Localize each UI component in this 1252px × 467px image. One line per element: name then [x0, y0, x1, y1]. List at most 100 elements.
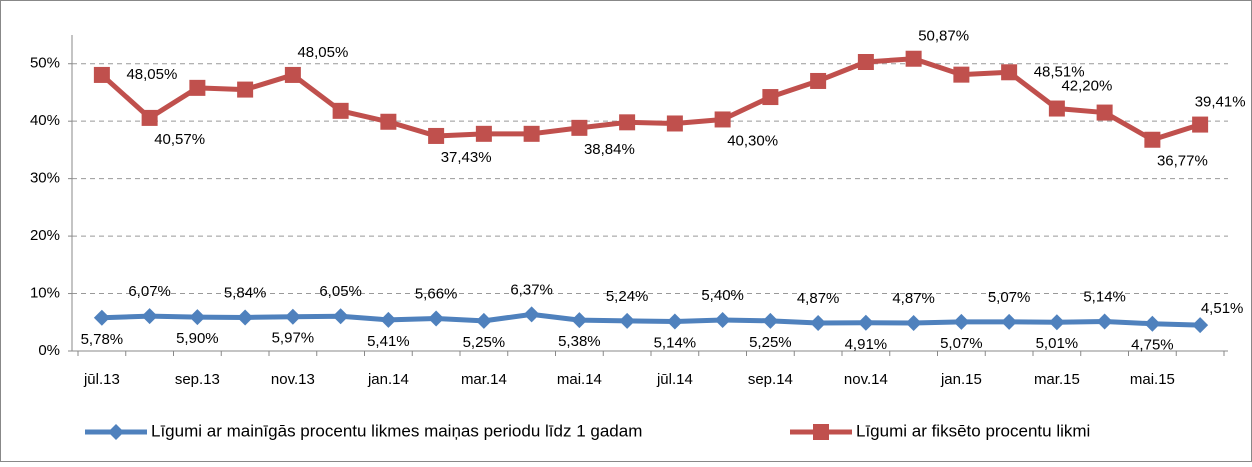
data-label: 5,25% — [463, 334, 506, 351]
data-label: 4,75% — [1131, 337, 1174, 354]
x-tick-label: mai.14 — [557, 371, 602, 388]
data-point — [1001, 64, 1018, 81]
data-point — [1001, 313, 1018, 330]
data-point — [953, 313, 970, 330]
data-label: 5,25% — [749, 334, 792, 351]
data-label: 40,30% — [727, 132, 778, 149]
data-point — [237, 309, 254, 326]
x-tick-label: sep.13 — [175, 371, 220, 388]
data-point — [857, 314, 874, 331]
data-label: 5,40% — [701, 287, 744, 304]
data-point — [905, 50, 922, 67]
data-point — [332, 102, 349, 119]
data-label: 6,07% — [128, 283, 171, 300]
data-point — [332, 308, 349, 325]
data-label: 38,84% — [584, 141, 635, 158]
y-tick-label: 10% — [30, 285, 60, 302]
data-label: 5,14% — [654, 334, 697, 351]
data-point — [666, 115, 683, 132]
data-label: 5,97% — [272, 330, 315, 347]
data-point — [141, 308, 158, 325]
data-point — [571, 119, 588, 136]
data-label: 4,87% — [892, 290, 935, 307]
data-point — [714, 111, 731, 128]
data-point — [475, 125, 492, 142]
data-label: 4,91% — [845, 336, 888, 353]
x-tick-label: mai.15 — [1130, 371, 1175, 388]
data-label: 5,38% — [558, 333, 601, 350]
data-point — [953, 66, 970, 83]
data-label: 6,37% — [510, 281, 553, 298]
data-label: 48,05% — [297, 44, 348, 61]
data-point — [619, 114, 636, 131]
y-tick-label: 30% — [30, 170, 60, 187]
x-tick-label: nov.13 — [271, 371, 315, 388]
x-tick-label: jan.14 — [367, 371, 409, 388]
data-label: 5,41% — [367, 333, 410, 350]
data-point — [810, 315, 827, 332]
y-tick-label: 50% — [30, 55, 60, 72]
data-label: 50,87% — [918, 28, 969, 45]
data-point — [284, 66, 301, 83]
data-point — [475, 312, 492, 329]
data-point — [93, 66, 110, 83]
x-tick-label: sep.14 — [748, 371, 793, 388]
legend-label: Līgumi ar fiksēto procentu likmi — [856, 421, 1090, 440]
data-point — [93, 309, 110, 326]
data-point — [141, 109, 158, 126]
data-point — [762, 89, 779, 106]
data-point — [619, 312, 636, 329]
data-label: 48,51% — [1034, 63, 1085, 80]
data-point — [237, 81, 254, 98]
data-label: 4,51% — [1201, 300, 1244, 317]
data-label: 5,14% — [1083, 288, 1126, 305]
y-tick-label: 0% — [38, 342, 60, 359]
data-point — [1096, 104, 1113, 121]
legend-marker — [108, 424, 124, 440]
data-label: 6,05% — [319, 283, 362, 300]
series-line — [101, 311, 1201, 328]
data-label: 5,84% — [224, 284, 267, 301]
x-tick-label: mar.14 — [461, 371, 507, 388]
data-label: 36,77% — [1157, 153, 1208, 170]
data-label: 48,05% — [126, 66, 177, 83]
data-label: 4,87% — [797, 290, 840, 307]
data-label: 37,43% — [441, 149, 492, 166]
data-point — [762, 312, 779, 329]
data-label: 5,01% — [1036, 335, 1079, 352]
data-point — [380, 113, 397, 130]
data-label: 5,78% — [81, 331, 124, 348]
data-point — [1192, 317, 1209, 334]
data-point — [189, 309, 206, 326]
legend-label: Līgumi ar mainīgās procentu likmes maiņa… — [151, 421, 642, 440]
y-tick-label: 40% — [30, 112, 60, 129]
data-point — [1144, 131, 1161, 148]
data-label: 5,07% — [940, 335, 983, 352]
data-label: 40,57% — [154, 131, 205, 148]
data-label: 5,07% — [988, 289, 1031, 306]
data-point — [523, 306, 540, 323]
x-tick-label: mar.15 — [1034, 371, 1080, 388]
data-point — [1096, 313, 1113, 330]
data-label: 5,66% — [415, 285, 458, 302]
data-point — [380, 311, 397, 328]
legend-marker — [813, 424, 829, 440]
data-point — [1144, 315, 1161, 332]
data-point — [189, 79, 206, 96]
data-label: 42,20% — [1061, 78, 1112, 95]
data-label: 39,41% — [1195, 94, 1246, 111]
data-point — [810, 72, 827, 89]
data-point — [714, 311, 731, 328]
data-point — [1048, 314, 1065, 331]
x-tick-label: jūl.13 — [83, 371, 120, 388]
data-point — [523, 125, 540, 142]
data-label: 5,24% — [606, 288, 649, 305]
data-point — [428, 127, 445, 144]
x-tick-label: nov.14 — [844, 371, 888, 388]
data-point — [428, 310, 445, 327]
y-tick-label: 20% — [30, 227, 60, 244]
data-point — [857, 54, 874, 71]
data-point — [666, 313, 683, 330]
